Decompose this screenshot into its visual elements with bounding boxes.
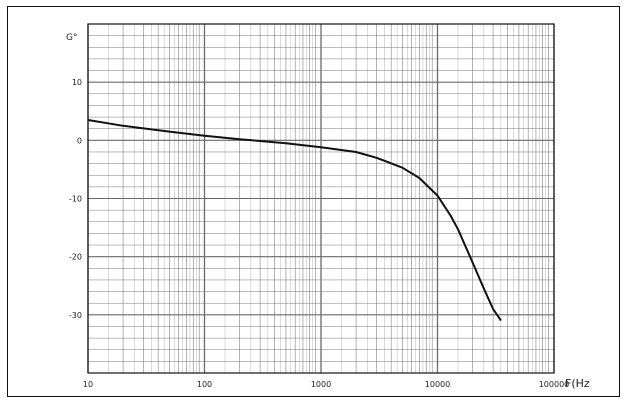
x-tick-label: 10000 — [425, 380, 450, 389]
x-axis-label: F(Hz — [565, 377, 590, 390]
plot-border — [87, 23, 555, 374]
y-axis-label: G° — [66, 33, 77, 43]
y-tick-label: 0 — [77, 136, 82, 145]
x-tick-label: 100000 — [539, 380, 570, 389]
x-tick-label: 1000 — [311, 380, 331, 389]
y-axis-ticks: 10 0 -10 -20 -30 — [69, 78, 82, 320]
chart-frame: 10 0 -10 -20 -30 10 100 1000 10000 100000 G° F(H… — [7, 6, 620, 397]
series-line — [87, 119, 502, 322]
y-tick-label: -30 — [69, 311, 82, 320]
x-axis-ticks: 10 100 1000 10000 100000 — [83, 380, 569, 389]
x-tick-label: 10 — [83, 380, 93, 389]
chart-grid — [87, 23, 555, 374]
y-tick-label: -10 — [69, 195, 82, 204]
y-tick-label: -20 — [69, 253, 82, 262]
x-tick-label: 100 — [197, 380, 212, 389]
frequency-response-chart: 100-10-20-30 10 100 1000 10000 100000 G° F(H… — [66, 23, 590, 390]
y-tick-label: 10 — [72, 78, 82, 87]
